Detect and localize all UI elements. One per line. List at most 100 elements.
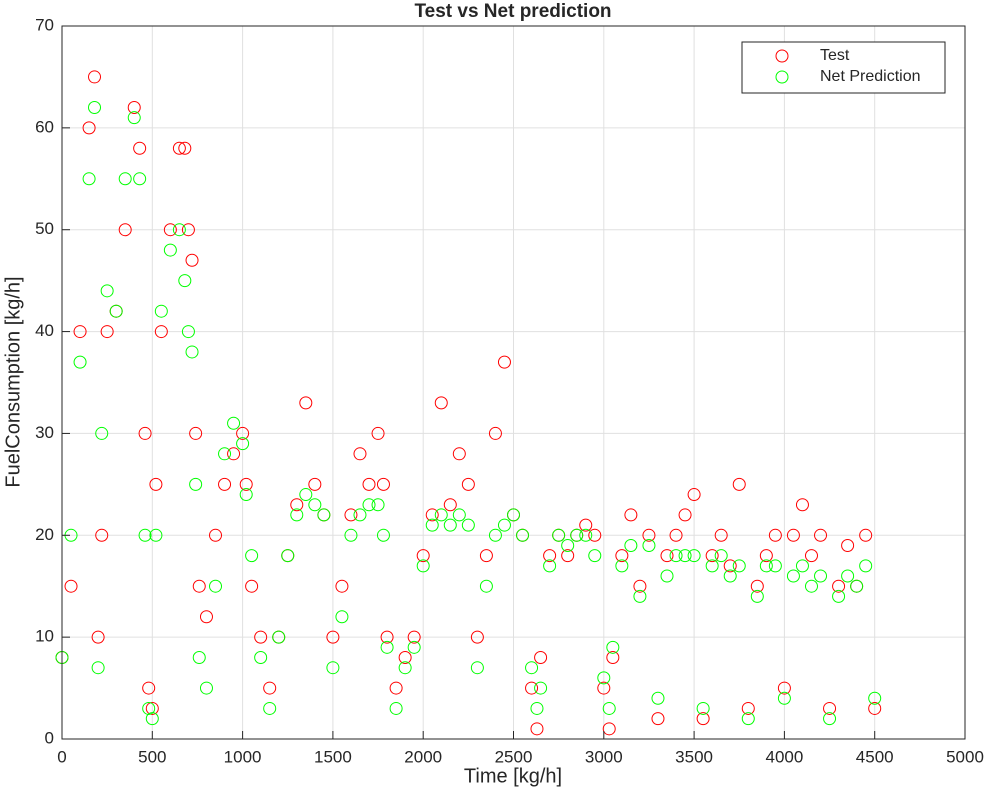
y-tick-label: 30 — [35, 423, 54, 442]
data-point — [786, 528, 800, 542]
data-point — [389, 701, 403, 715]
data-point — [118, 223, 132, 237]
data-point — [443, 498, 457, 512]
data-point — [633, 589, 647, 603]
data-point — [579, 518, 593, 532]
data-point — [741, 701, 755, 715]
data-point — [199, 681, 213, 695]
data-point — [209, 528, 223, 542]
data-point — [181, 325, 195, 339]
data-point — [561, 549, 575, 563]
data-point — [254, 630, 268, 644]
data-point — [696, 712, 710, 726]
y-tick-label: 50 — [35, 219, 54, 238]
data-point — [714, 549, 728, 563]
data-point — [362, 498, 376, 512]
x-tick-label: 4500 — [856, 747, 894, 766]
chart-title: Test vs Net prediction — [414, 1, 611, 22]
data-point — [814, 528, 828, 542]
x-tick-label: 5000 — [946, 747, 984, 766]
data-point — [579, 528, 593, 542]
data-point — [768, 528, 782, 542]
data-point — [308, 498, 322, 512]
x-tick-label: 500 — [138, 747, 166, 766]
data-point — [795, 498, 809, 512]
data-point — [823, 712, 837, 726]
data-point — [398, 661, 412, 675]
data-point — [497, 355, 511, 369]
data-point — [434, 396, 448, 410]
data-point — [530, 701, 544, 715]
data-point — [588, 528, 602, 542]
x-tick-label: 2500 — [495, 747, 533, 766]
legend-marker — [775, 49, 789, 63]
data-point — [714, 528, 728, 542]
data-point — [218, 447, 232, 461]
data-point — [624, 538, 638, 552]
data-point — [178, 274, 192, 288]
data-point — [317, 508, 331, 522]
data-point — [570, 528, 584, 542]
data-point — [82, 121, 96, 135]
data-point — [189, 477, 203, 491]
data-point — [353, 508, 367, 522]
data-point — [189, 426, 203, 440]
x-tick-label: 3000 — [585, 747, 623, 766]
data-point — [741, 712, 755, 726]
data-point — [154, 304, 168, 318]
data-point — [73, 355, 87, 369]
data-point — [272, 630, 286, 644]
data-point — [642, 528, 656, 542]
data-point — [602, 722, 616, 736]
data-point — [344, 528, 358, 542]
data-point — [669, 528, 683, 542]
legend-box — [741, 41, 946, 94]
data-point — [543, 559, 557, 573]
data-point — [218, 477, 232, 491]
data-point — [407, 640, 421, 654]
data-point — [859, 559, 873, 573]
data-point — [245, 579, 259, 593]
data-point — [127, 100, 141, 114]
data-point — [199, 610, 213, 624]
data-point — [651, 712, 665, 726]
data-point — [814, 569, 828, 583]
data-point — [530, 722, 544, 736]
data-point — [804, 549, 818, 563]
x-tick-label: 1000 — [224, 747, 262, 766]
data-point — [263, 701, 277, 715]
data-point — [777, 681, 791, 695]
data-point — [823, 701, 837, 715]
data-point — [470, 661, 484, 675]
data-point — [91, 661, 105, 675]
data-point — [768, 559, 782, 573]
data-point — [804, 579, 818, 593]
data-point — [91, 630, 105, 644]
data-point — [82, 172, 96, 186]
data-point — [615, 549, 629, 563]
data-point — [795, 559, 809, 573]
data-point — [633, 579, 647, 593]
data-point — [479, 549, 493, 563]
data-point — [133, 172, 147, 186]
data-point — [525, 661, 539, 675]
data-point — [678, 508, 692, 522]
data-point — [425, 518, 439, 532]
data-point — [868, 701, 882, 715]
data-point — [759, 549, 773, 563]
legend-marker — [775, 70, 789, 84]
data-point — [461, 518, 475, 532]
data-point — [100, 325, 114, 339]
data-point — [552, 528, 566, 542]
data-point — [326, 630, 340, 644]
data-point — [185, 345, 199, 359]
y-axis-label: FuelConsumption [kg/h] — [2, 276, 24, 487]
data-point — [588, 549, 602, 563]
data-point — [723, 559, 737, 573]
data-point — [461, 477, 475, 491]
data-point — [723, 569, 737, 583]
data-point — [64, 579, 78, 593]
data-point — [145, 712, 159, 726]
legend-label: Net Prediction — [820, 68, 921, 85]
